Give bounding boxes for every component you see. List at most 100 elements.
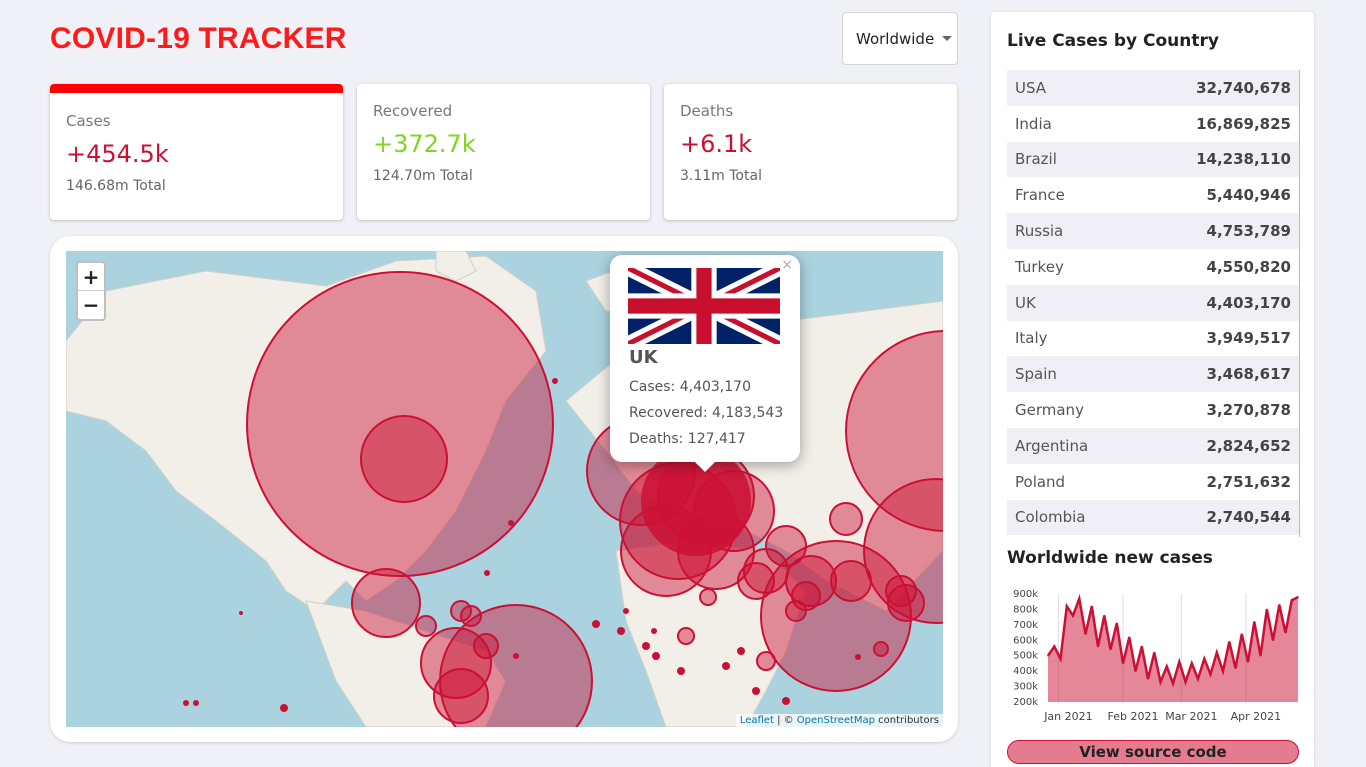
data-point bbox=[1159, 681, 1162, 683]
country-cases: 3,468,617 bbox=[1206, 365, 1291, 384]
country-name: UK bbox=[1015, 293, 1036, 312]
attribution-separator: | © bbox=[773, 715, 797, 726]
country-select[interactable]: Worldwide bbox=[842, 12, 958, 65]
zoom-control: + − bbox=[76, 261, 106, 321]
new-cases-area bbox=[1048, 597, 1298, 702]
zoom-out-button[interactable]: − bbox=[82, 293, 100, 317]
data-point bbox=[1103, 614, 1106, 617]
y-tick-label: 400k bbox=[1013, 666, 1038, 677]
data-point bbox=[1134, 670, 1137, 672]
data-point bbox=[1128, 636, 1131, 638]
country-name: Brazil bbox=[1015, 150, 1057, 169]
osm-link[interactable]: OpenStreetMap bbox=[796, 715, 875, 726]
country-cases: 2,740,544 bbox=[1206, 508, 1291, 527]
country-name: Italy bbox=[1015, 329, 1048, 348]
cases-value: +454.5k bbox=[66, 140, 169, 168]
app-title: COVID-19 TRACKER bbox=[50, 22, 347, 55]
country-popup: × UK Cases: 4,403,170 Recovered: 4,183,5… bbox=[610, 255, 800, 472]
recovered-card[interactable]: Recovered +372.7k 124.70m Total bbox=[357, 84, 650, 220]
country-cases: 3,949,517 bbox=[1206, 329, 1291, 348]
data-point bbox=[1265, 608, 1268, 611]
country-name: Germany bbox=[1015, 401, 1084, 420]
country-cases: 4,403,170 bbox=[1206, 293, 1291, 312]
popup-cases: Cases: 4,403,170 bbox=[629, 379, 751, 395]
data-point bbox=[1215, 651, 1218, 654]
map-attribution: Leaflet | © OpenStreetMap contributors bbox=[735, 714, 943, 727]
country-name: India bbox=[1015, 114, 1052, 133]
country-select-value: Worldwide bbox=[856, 29, 935, 48]
data-point bbox=[1290, 599, 1293, 601]
deaths-card[interactable]: Deaths +6.1k 3.11m Total bbox=[664, 84, 957, 220]
table-row: Argentina 2,824,652 bbox=[1007, 427, 1299, 464]
data-point bbox=[1153, 651, 1156, 654]
table-row: USA 32,740,678 bbox=[1007, 70, 1299, 106]
live-cases-title: Live Cases by Country bbox=[1007, 31, 1219, 51]
y-tick-label: 300k bbox=[1013, 682, 1038, 693]
country-name: Spain bbox=[1015, 365, 1057, 384]
country-cases: 14,238,110 bbox=[1196, 150, 1291, 169]
country-name: France bbox=[1015, 186, 1065, 205]
data-point bbox=[1222, 670, 1224, 672]
caret-down-icon bbox=[942, 36, 953, 41]
data-point bbox=[1072, 614, 1074, 617]
data-point bbox=[1097, 645, 1099, 648]
new-cases-chart: 200k 300k 400k 500k 600k 700k 800k 900k Jan 2021… bbox=[1013, 589, 1299, 723]
country-name: Poland bbox=[1015, 472, 1066, 491]
recovered-label: Recovered bbox=[373, 102, 453, 120]
recovered-value: +372.7k bbox=[373, 130, 476, 158]
y-tick-label: 600k bbox=[1013, 635, 1038, 646]
close-icon[interactable]: × bbox=[781, 257, 793, 273]
data-point bbox=[1253, 620, 1256, 623]
table-row: Germany 3,270,878 bbox=[1007, 392, 1299, 428]
cases-card[interactable]: Cases +454.5k 146.68m Total bbox=[50, 84, 343, 220]
data-point bbox=[1284, 631, 1287, 634]
data-point bbox=[1084, 633, 1087, 635]
table-row: UK 4,403,170 bbox=[1007, 284, 1299, 321]
data-point bbox=[1184, 681, 1187, 683]
popup-country-name: UK bbox=[629, 347, 658, 368]
table-row: Italy 3,949,517 bbox=[1007, 321, 1299, 357]
data-point bbox=[1178, 661, 1181, 663]
country-name: Russia bbox=[1015, 222, 1064, 241]
data-point bbox=[1059, 658, 1062, 660]
x-tick-label: Apr 2021 bbox=[1231, 710, 1282, 723]
cases-label: Cases bbox=[66, 112, 111, 130]
uk-flag-icon bbox=[628, 268, 780, 344]
x-tick-label: Jan 2021 bbox=[1043, 710, 1092, 723]
data-point bbox=[1197, 678, 1199, 680]
y-tick-label: 800k bbox=[1013, 604, 1038, 615]
recovered-total: 124.70m Total bbox=[373, 168, 473, 184]
data-point bbox=[1047, 654, 1049, 657]
country-name: Colombia bbox=[1015, 508, 1086, 527]
view-source-button[interactable]: View source code bbox=[1007, 740, 1299, 764]
data-point bbox=[1140, 645, 1143, 648]
y-tick-label: 900k bbox=[1013, 589, 1038, 600]
world-map[interactable]: + − × UK Cases: 4,403,170 Recovered: 4,1… bbox=[66, 251, 943, 727]
data-point bbox=[1090, 605, 1093, 608]
data-point bbox=[1053, 645, 1056, 648]
data-point bbox=[1203, 658, 1206, 660]
leaflet-link[interactable]: Leaflet bbox=[739, 715, 774, 726]
map-canvas[interactable] bbox=[66, 251, 943, 727]
y-tick-label: 700k bbox=[1013, 620, 1038, 631]
table-row: Colombia 2,740,544 bbox=[1007, 499, 1299, 536]
y-tick-label: 500k bbox=[1013, 651, 1038, 662]
data-point bbox=[1109, 648, 1112, 651]
data-point bbox=[1165, 665, 1168, 668]
data-point bbox=[1122, 662, 1124, 665]
landmasses bbox=[66, 251, 943, 727]
data-point bbox=[1259, 654, 1262, 657]
data-point bbox=[1278, 604, 1281, 606]
x-tick-label: Feb 2021 bbox=[1108, 710, 1159, 723]
deaths-total: 3.11m Total bbox=[680, 168, 762, 184]
data-point bbox=[1078, 597, 1081, 600]
table-row: France 5,440,946 bbox=[1007, 177, 1299, 213]
country-name: Turkey bbox=[1015, 257, 1064, 276]
data-point bbox=[1240, 633, 1243, 635]
country-cases: 2,824,652 bbox=[1206, 436, 1291, 455]
table-row: Brazil 14,238,110 bbox=[1007, 141, 1299, 178]
zoom-in-button[interactable]: + bbox=[78, 263, 104, 291]
country-cases: 2,751,632 bbox=[1206, 472, 1291, 491]
country-cases: 4,550,820 bbox=[1206, 257, 1291, 276]
country-table[interactable]: USA 32,740,678 India 16,869,825 Brazil 14,238… bbox=[1007, 70, 1300, 537]
